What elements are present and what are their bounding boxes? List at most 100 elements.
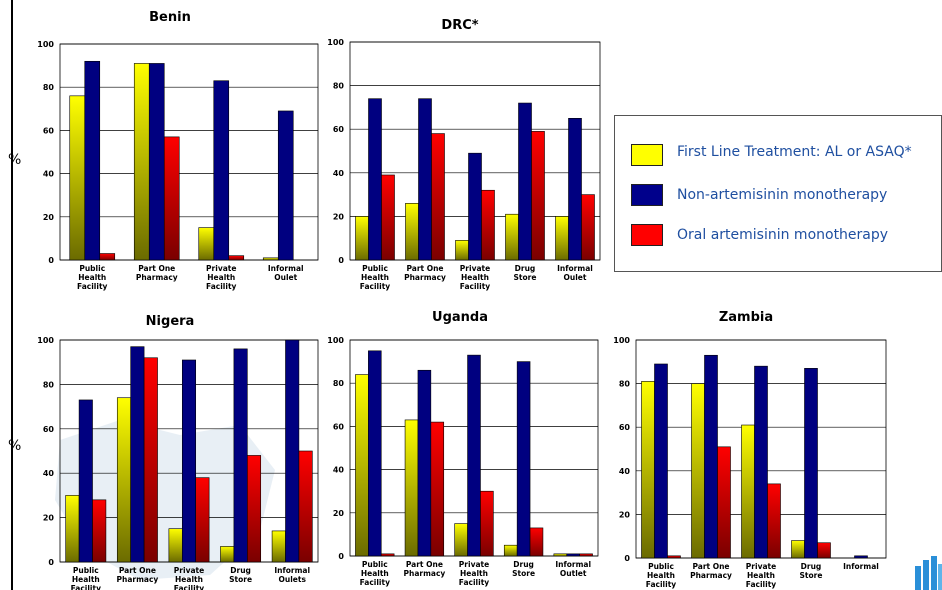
- y-tick-label: 80: [43, 380, 55, 389]
- y-tick-label: 100: [327, 38, 344, 47]
- bar-non-artemisinin: [418, 98, 432, 261]
- y-tick-label: 100: [613, 336, 630, 345]
- bar-non-artemisinin: [468, 152, 482, 261]
- y-tick-label: 100: [37, 336, 54, 345]
- bar-first-line: [555, 216, 569, 261]
- bar-non-artemisinin: [148, 63, 165, 261]
- bar-first-line: [355, 374, 369, 557]
- bar-first-line: [691, 383, 705, 559]
- chart-svg: 0 20 40 60 80 100 Public Health Facility Part One…: [613, 336, 887, 589]
- y-tick-label: 0: [338, 552, 344, 561]
- bar-non-artemisinin: [417, 369, 432, 557]
- x-tick-label: Drug Store: [229, 566, 252, 584]
- chart-svg: 0 20 40 60 80 100 Public Health Facility Part One…: [327, 38, 601, 291]
- bar-non-artemisinin: [84, 60, 101, 261]
- bar-oral-artemisinin: [531, 131, 545, 261]
- y-tick-label: 100: [37, 40, 54, 49]
- bar-oral-artemisinin: [380, 553, 395, 557]
- yellow-swatch-icon: [631, 144, 663, 166]
- bar-non-artemisinin: [233, 348, 248, 563]
- bar-oral-artemisinin: [247, 455, 262, 563]
- bar-first-line: [641, 381, 655, 559]
- bar-oral-artemisinin: [430, 421, 445, 557]
- x-tick-label: Part One Pharmacy: [136, 264, 178, 282]
- x-tick-label: Part One Pharmacy: [690, 562, 732, 580]
- y-tick-label: 0: [48, 558, 54, 567]
- legend-label: Oral artemisinin monotherapy: [677, 227, 889, 243]
- y-tick-label: 80: [619, 380, 631, 389]
- bar-oral-artemisinin: [529, 527, 544, 557]
- y-tick-label: 20: [333, 509, 345, 518]
- bar-first-line: [271, 530, 286, 563]
- bar-non-artemisinin: [277, 110, 294, 261]
- x-tick-label: Drug Store: [800, 562, 823, 580]
- bar-oral-artemisinin: [480, 490, 494, 557]
- x-tick-label: Informal Oulets: [274, 566, 310, 584]
- bar-first-line: [503, 544, 518, 557]
- y-tick-label: 60: [43, 126, 55, 135]
- bar-first-line: [553, 553, 568, 557]
- x-tick-label: Public Health Facility: [360, 560, 390, 587]
- bar-oral-artemisinin: [195, 477, 210, 563]
- y-tick-label: 40: [333, 169, 345, 178]
- bar-first-line: [116, 397, 131, 563]
- bar-non-artemisinin: [754, 365, 768, 559]
- y-tick-label: 40: [619, 467, 631, 476]
- bar-non-artemisinin: [516, 361, 531, 557]
- bar-non-artemisinin: [368, 350, 382, 557]
- x-tick-label: Drug Store: [512, 560, 535, 578]
- bar-first-line: [262, 257, 279, 261]
- bar-oral-artemisinin: [667, 555, 681, 559]
- left-border-line: [11, 0, 13, 590]
- y-tick-label: 60: [333, 125, 345, 134]
- y-tick-label: 60: [619, 423, 631, 432]
- legend-item-non-artemisinin: Non-artemisinin monotherapy: [631, 184, 887, 206]
- x-tick-label: Private Health Facility: [460, 264, 490, 291]
- y-tick-label: 100: [327, 336, 344, 345]
- bar-non-artemisinin: [467, 354, 481, 557]
- x-tick-label: Informal Outlet: [555, 560, 591, 578]
- bar-non-artemisinin: [130, 346, 145, 563]
- x-tick-label: Part One Pharmacy: [116, 566, 158, 584]
- x-tick-label: Private Health Facility: [459, 560, 489, 587]
- x-tick-label: Part One Pharmacy: [404, 264, 446, 282]
- y-tick-label: 20: [333, 212, 345, 221]
- bar-non-artemisinin: [213, 80, 230, 261]
- logo-icon: [915, 556, 942, 590]
- chart-title: Uganda: [432, 310, 488, 325]
- bar-oral-artemisinin: [817, 542, 831, 559]
- bar-first-line: [405, 203, 419, 261]
- legend-label: First Line Treatment: AL or ASAQ*: [677, 144, 912, 160]
- legend: First Line Treatment: AL or ASAQ* Non-ar…: [614, 115, 942, 272]
- bar-oral-artemisinin: [228, 255, 245, 261]
- map-watermark-icon: [55, 420, 275, 580]
- y-tick-label: 20: [43, 514, 55, 523]
- bar-non-artemisinin: [518, 102, 532, 261]
- bar-first-line: [168, 528, 183, 563]
- y-tick-label: 40: [43, 469, 55, 478]
- bar-oral-artemisinin: [143, 357, 158, 563]
- y-tick-label: 60: [43, 425, 55, 434]
- chart-title: Zambia: [718, 310, 774, 325]
- x-tick-label: Part One Pharmacy: [403, 560, 445, 578]
- y-tick-label: 0: [48, 256, 54, 265]
- chart-title: Nigera: [145, 314, 195, 329]
- bar-first-line: [198, 227, 215, 261]
- x-tick-label: Informal Oulet: [268, 264, 304, 282]
- y-axis-label-bottom: %: [8, 438, 22, 454]
- y-tick-label: 40: [333, 466, 345, 475]
- navy-swatch-icon: [631, 184, 663, 206]
- y-axis-label-top: %: [8, 152, 22, 168]
- x-tick-label: Informal Oulet: [557, 264, 593, 282]
- bar-oral-artemisinin: [431, 133, 445, 261]
- bar-oral-artemisinin: [481, 189, 495, 261]
- bar-non-artemisinin: [285, 339, 300, 563]
- legend-item-first-line: First Line Treatment: AL or ASAQ*: [631, 144, 912, 166]
- bar-first-line: [220, 546, 235, 563]
- y-tick-label: 80: [43, 83, 55, 92]
- y-tick-label: 0: [338, 256, 344, 265]
- y-tick-label: 80: [333, 82, 345, 91]
- y-tick-label: 60: [333, 422, 345, 431]
- bar-non-artemisinin: [568, 118, 582, 261]
- bar-first-line: [741, 424, 755, 559]
